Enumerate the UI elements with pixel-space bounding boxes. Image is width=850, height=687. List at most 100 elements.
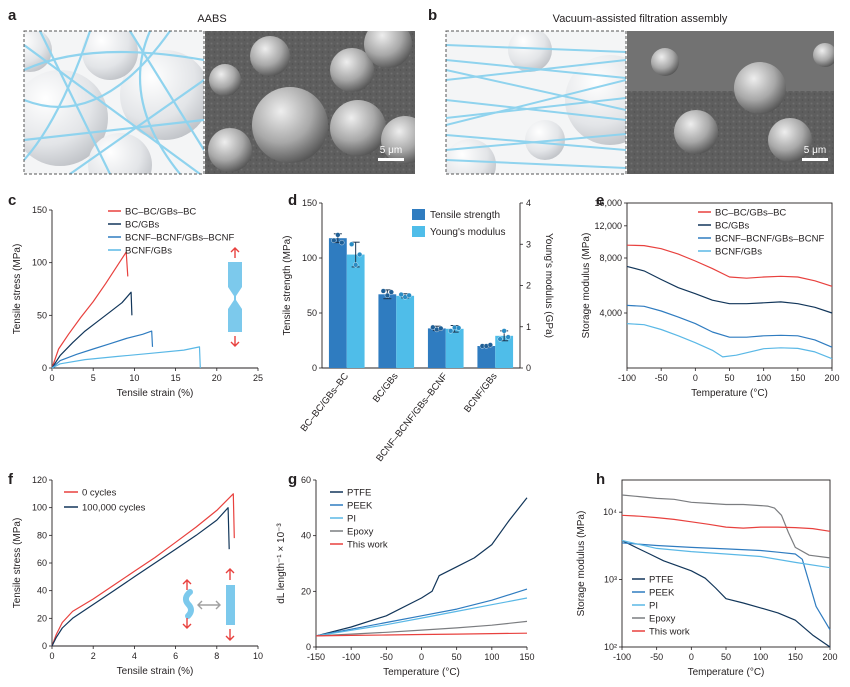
series-line — [315, 632, 528, 637]
y2-tick-label: 0 — [526, 363, 531, 373]
data-point — [339, 240, 345, 246]
legend-label: PEEK — [347, 501, 373, 512]
x-tick-label: 0 — [689, 652, 694, 662]
series-line — [621, 494, 831, 559]
chart-strength-modulus-bars: 0 50 100 150 0 1 2 3 4 Tensile strength (MPa) Youn… — [282, 198, 554, 464]
y-axis-label: Tensile stress (MPa) — [12, 244, 23, 335]
x-tick-label: 8 — [214, 651, 219, 661]
filtration-sem-image: 5 μm — [627, 31, 834, 174]
series-line — [51, 346, 201, 369]
legend-label: 100,000 cycles — [82, 503, 146, 514]
y-axis-label: Tensile stress (MPa) — [12, 518, 23, 609]
data-point — [497, 336, 503, 342]
legend-label: BCNF–BCNF/GBs–BCNF — [715, 234, 824, 245]
x-tick-label: 150 — [788, 652, 803, 662]
y-tick-label: 100 — [32, 258, 47, 268]
y-tick-label: 4,000 — [599, 308, 622, 318]
panel-title: Vacuum-assisted filtration assembly — [553, 13, 728, 25]
x-tick-label: 20 — [212, 373, 222, 383]
data-point — [335, 232, 341, 238]
legend-label: This work — [649, 627, 690, 638]
x-tick-label: 0 — [49, 373, 54, 383]
legend-label: Epoxy — [347, 527, 374, 538]
panel-letter: g — [288, 471, 297, 488]
category-label: BCNF/GBs — [462, 371, 500, 415]
x-tick-label: -100 — [613, 652, 631, 662]
y-tick-label: 100 — [302, 253, 317, 263]
series-line — [626, 244, 833, 287]
y-tick-label: 80 — [37, 530, 47, 540]
series-line — [621, 539, 831, 648]
data-point — [430, 324, 436, 330]
y-tick-label: 20 — [301, 586, 311, 596]
bar — [378, 294, 397, 368]
x-tick-label: 100 — [756, 373, 771, 383]
x-axis-label: Temperature (°C) — [691, 388, 768, 399]
legend-label: This work — [347, 540, 388, 551]
series-line — [315, 497, 528, 637]
x-tick-label: 10 — [129, 373, 139, 383]
y-axis-label: Storage modulus (MPa) — [576, 511, 587, 617]
x-axis-label: Temperature (°C) — [688, 667, 765, 678]
data-point — [448, 328, 454, 334]
filtration-illustration — [445, 30, 627, 175]
y-tick-label: 10³ — [604, 575, 617, 585]
series-line — [315, 588, 528, 637]
category-label: BC/GBs — [371, 371, 401, 405]
series-line — [621, 542, 831, 631]
y-tick-label: 12,000 — [594, 221, 622, 231]
legend-label: BCNF/GBs — [125, 246, 172, 257]
y-axis-label: dL length⁻¹ × 10⁻³ — [276, 523, 287, 604]
bar — [427, 328, 446, 368]
x-tick-label: 150 — [790, 373, 805, 383]
x-tick-label: 6 — [173, 651, 178, 661]
x-axis-label: Tensile strain (%) — [117, 666, 194, 677]
y-tick-label: 50 — [37, 310, 47, 320]
y-axis-label: Tensile strength (MPa) — [282, 235, 293, 335]
y-tick-label: 100 — [32, 503, 47, 513]
chart-thermal-expansion: -150 -100 -50 0 50 100 150 0 20 40 60 Temperature (… — [276, 475, 535, 678]
x-tick-label: -100 — [342, 652, 360, 662]
legend-label: PTFE — [347, 488, 371, 499]
aabs-sem-image: 5 μm — [205, 31, 415, 174]
x-tick-label: 4 — [132, 651, 137, 661]
bending-specimen-icon — [182, 568, 235, 641]
y-tick-label: 16,000 — [594, 198, 622, 208]
data-point — [438, 325, 444, 332]
chart-storage-modulus-composites: -100 -50 0 50 100 150 200 4,000 8,000 12,000 16,00… — [581, 198, 840, 399]
legend-label: BCNF–BCNF/GBs–BCNF — [125, 233, 234, 244]
x-tick-label: 0 — [49, 651, 54, 661]
y-tick-label: 8,000 — [599, 253, 622, 263]
panel-letter: c — [8, 192, 16, 209]
legend-label: BCNF/GBs — [715, 247, 762, 258]
data-point — [406, 292, 412, 299]
y-tick-label: 60 — [37, 558, 47, 568]
x-tick-label: 2 — [91, 651, 96, 661]
x-tick-label: 150 — [519, 652, 534, 662]
legend-label: Epoxy — [649, 614, 676, 625]
data-point — [353, 262, 359, 268]
series-line — [626, 304, 833, 348]
series-line — [621, 539, 831, 569]
y2-axis-label: Young's modulus (GPa) — [543, 233, 554, 338]
x-tick-label: -100 — [618, 373, 636, 383]
x-tick-label: 200 — [824, 373, 839, 383]
series-line — [51, 330, 154, 369]
data-point — [357, 251, 363, 258]
panel-letter: a — [8, 7, 17, 24]
series-line — [51, 291, 133, 369]
x-tick-label: 0 — [693, 373, 698, 383]
legend-label: PI — [649, 601, 658, 612]
x-tick-label: -50 — [380, 652, 393, 662]
category-label: BC–BC/GBs–BC — [299, 371, 352, 434]
x-tick-label: -150 — [307, 652, 325, 662]
y-tick-label: 150 — [302, 198, 317, 208]
panel-letter: e — [596, 192, 604, 209]
legend-swatch — [412, 226, 425, 237]
y-axis-label: Storage modulus (MPa) — [581, 233, 592, 339]
panel-letter: d — [288, 192, 297, 209]
data-point — [456, 325, 462, 331]
series-line — [315, 597, 528, 637]
